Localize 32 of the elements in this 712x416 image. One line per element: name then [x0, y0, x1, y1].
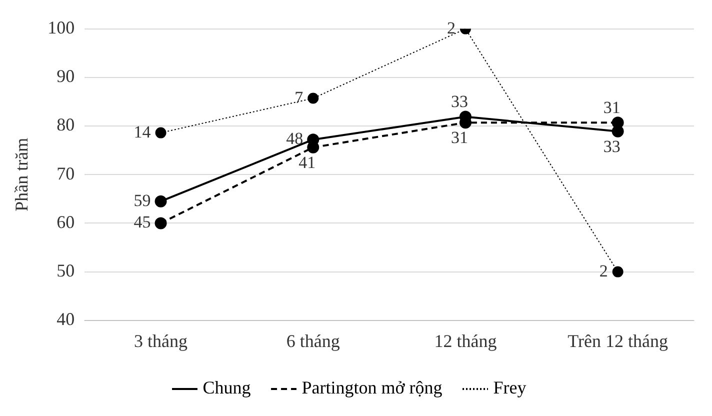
- annotation: 48: [286, 129, 304, 148]
- point: [155, 127, 166, 138]
- annotation: 7: [294, 88, 304, 107]
- y-tick-label: 100: [48, 18, 75, 38]
- annotation: 31: [603, 98, 620, 118]
- annotation: 31: [450, 128, 468, 148]
- y-tick-label: 50: [56, 260, 75, 281]
- x-tick-label: Trên 12 tháng: [568, 330, 668, 351]
- x-tick-label: 6 tháng: [286, 330, 340, 351]
- x-tick-label: 3 tháng: [134, 330, 188, 351]
- point: [154, 217, 167, 230]
- annotation: 2: [446, 18, 456, 38]
- annotation: 33: [603, 136, 620, 156]
- y-tick-label: 70: [56, 163, 75, 184]
- annotation: 33: [450, 92, 468, 112]
- legend-label: Chung: [202, 378, 251, 398]
- annotation: 45: [134, 212, 151, 232]
- y-axis-title: Phần trăm: [12, 138, 32, 212]
- y-tick-label: 40: [56, 309, 75, 330]
- annotation: 2: [599, 261, 608, 280]
- y-tick-label: 80: [56, 114, 75, 135]
- annotation: 59: [134, 190, 151, 210]
- point: [612, 266, 624, 278]
- x-tick-label: 12 tháng: [434, 330, 497, 351]
- annotation: 14: [134, 122, 152, 142]
- point: [308, 92, 319, 104]
- y-tick-label: 90: [56, 66, 75, 86]
- legend-label: Partington mở rộng: [302, 378, 442, 398]
- legend-label: Frey: [493, 378, 526, 398]
- annotation: 41: [298, 152, 316, 172]
- point: [154, 195, 167, 208]
- y-tick-label: 60: [56, 212, 75, 232]
